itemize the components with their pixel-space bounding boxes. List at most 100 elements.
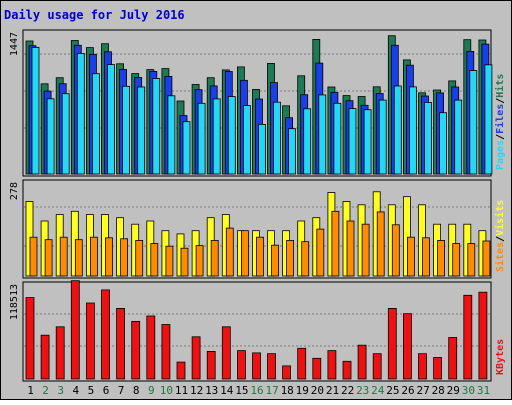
bar-pages-23 [363,109,372,175]
bar-sites-31 [482,240,491,277]
bar-kbytes-10 [161,324,171,380]
bar-pages-21 [333,102,342,175]
bar-sites-21 [331,210,340,277]
bar-sites-26 [406,236,415,277]
bar-sites-12 [195,245,204,277]
bar-pages-7 [122,85,130,175]
right-label-separator: / [495,98,506,104]
bar-pages-13 [212,98,221,175]
bar-kbytes-11 [176,361,186,380]
x-tick-label-27: 27 [416,384,429,397]
bar-kbytes-19 [297,347,307,380]
bar-sites-17 [271,244,279,277]
bar-sites-30 [467,243,476,277]
right-label-hits-files-pages: Pages/Files/Hits [494,74,506,170]
bar-kbytes-7 [116,307,125,380]
x-tick-label-2: 2 [42,384,49,397]
bar-kbytes-28 [433,357,443,380]
x-tick-label-17: 17 [265,384,278,397]
bar-kbytes-15 [236,350,246,380]
bar-sites-20 [316,228,325,277]
bar-pages-11 [182,121,191,175]
x-tick-label-21: 21 [326,384,339,397]
bar-pages-6 [107,64,115,175]
x-tick-label-8: 8 [133,384,140,397]
bar-kbytes-1 [25,297,35,380]
bar-kbytes-17 [267,353,276,380]
bar-pages-15 [242,105,251,175]
x-tick-label-18: 18 [281,384,294,397]
bar-kbytes-13 [206,350,216,380]
bar-kbytes-30 [463,294,473,380]
x-tick-label-24: 24 [371,384,385,397]
right-label-sites: Sites [494,242,506,272]
right-label-separator: / [495,236,506,242]
bar-sites-22 [346,220,355,277]
x-tick-label-11: 11 [175,384,188,397]
chart-title: Daily usage for July 2016 [4,8,185,22]
bar-pages-19 [303,108,312,175]
x-tick-label-23: 23 [356,384,369,397]
bar-sites-27 [422,237,430,277]
bar-sites-11 [180,247,189,277]
bar-sites-16 [256,236,264,277]
bar-pages-29 [454,99,463,175]
bar-pages-3 [61,93,70,175]
x-tick-label-14: 14 [220,384,234,397]
x-tick-label-9: 9 [148,384,155,397]
bar-kbytes-9 [146,315,156,380]
right-label-separator: / [495,134,506,140]
bar-sites-19 [301,241,310,277]
bar-kbytes-12 [191,336,201,380]
x-tick-label-25: 25 [386,384,399,397]
bar-pages-12 [197,102,206,175]
x-tick-label-6: 6 [103,384,110,397]
bar-kbytes-6 [101,289,110,380]
bar-kbytes-20 [312,357,322,380]
bar-pages-1 [31,47,40,175]
right-label-files: Files [494,104,506,134]
bar-kbytes-14 [221,326,231,380]
right-label-pages: Pages [495,140,506,170]
bar-pages-28 [439,112,448,175]
bar-pages-8 [137,86,146,175]
bar-sites-23 [361,223,370,277]
bar-sites-6 [105,237,113,277]
bar-pages-20 [318,94,327,175]
bar-pages-9 [152,78,161,175]
x-tick-label-13: 13 [205,384,218,397]
bar-kbytes-16 [252,352,261,380]
x-tick-label-22: 22 [341,384,354,397]
bar-pages-10 [167,95,176,175]
x-tick-label-28: 28 [432,384,445,397]
panels: 1447Pages/Files/Hits278Sites/Visits11851… [9,29,506,397]
x-tick-label-12: 12 [190,384,203,397]
bar-kbytes-3 [55,326,65,380]
right-label-kbytes: KBytes [495,339,506,375]
bar-kbytes-18 [282,365,292,380]
bar-sites-14 [225,227,234,277]
x-tick-label-10: 10 [160,384,173,397]
bar-sites-25 [391,224,400,277]
bar-sites-2 [44,239,53,277]
bar-sites-1 [29,236,38,277]
x-tick-label-3: 3 [57,384,64,397]
x-tick-label-4: 4 [72,384,79,397]
bar-pages-27 [424,102,432,175]
bar-sites-29 [452,243,461,277]
right-label-visits: Visits [494,200,506,236]
bar-sites-3 [59,236,68,277]
bar-kbytes-4 [70,280,80,380]
ymax-label-hits-files-pages: 1447 [9,32,20,56]
x-tick-label-26: 26 [401,384,414,397]
bar-sites-4 [74,239,83,277]
bar-sites-18 [286,239,295,277]
x-tick-label-19: 19 [296,384,309,397]
bar-pages-31 [484,64,493,175]
bar-pages-25 [393,85,402,175]
bar-sites-7 [120,238,128,277]
right-label-hits: Hits [494,74,506,98]
bar-sites-5 [90,236,98,277]
